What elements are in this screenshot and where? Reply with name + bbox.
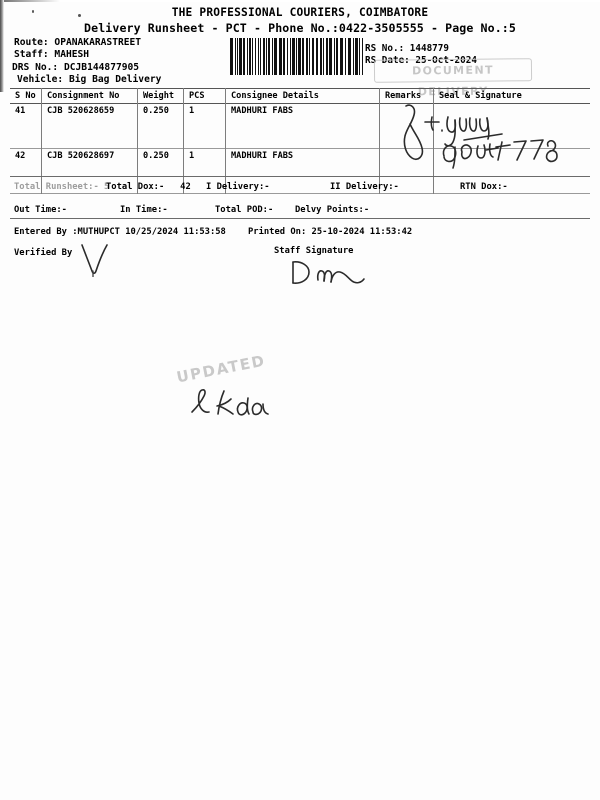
column-header-seal-signature: Seal & Signature (433, 88, 590, 104)
total-pod-field: Total POD:- (215, 205, 274, 215)
barcode (230, 38, 365, 75)
page-subtitle: Delivery Runsheet - PCT - Phone No.:0422… (84, 21, 516, 35)
cell-consignment-no: CJB 520628697 (41, 148, 138, 194)
rs-number-label: RS No.: 1448779 (365, 43, 449, 54)
delivery-1-total: I Delivery:- (206, 182, 270, 192)
column-header-weight: Weight (137, 88, 184, 104)
printed-on-text: Printed On: 25-10-2024 11:53:42 (248, 227, 413, 237)
cell-consignee: MADHURI FABS (225, 103, 380, 149)
cell-s-no: 41 (15, 106, 26, 116)
cell-pcs: 1 (183, 148, 226, 194)
vehicle-label: Vehicle: Big Bag Delivery (17, 74, 162, 85)
column-header-s-no: S No (15, 91, 36, 101)
updated-signature-handwriting (191, 389, 269, 416)
updated-stamp: UPDATED (175, 351, 268, 387)
scan-edge-left (0, 0, 4, 92)
route-label: Route: OPANAKARASTREET (14, 37, 142, 48)
cell-pcs: 1 (183, 103, 226, 149)
cell-remarks (379, 103, 434, 149)
rtn-dox-total: RTN Dox:- (460, 182, 508, 192)
cell-weight: 0.250 (137, 103, 184, 149)
total-dox: Total Dox:- 42 (106, 182, 191, 192)
scan-speck (78, 14, 81, 17)
verified-by-label: Verified By (14, 248, 73, 258)
scan-speck (32, 10, 34, 13)
column-header-consignee-details: Consignee Details (225, 88, 380, 104)
staff-signature-label: Staff Signature (274, 246, 354, 256)
column-header-remarks: Remarks (379, 88, 434, 104)
totals-row-1: Total Runsheet:- 5 Total Dox:- 42 I Deli… (10, 182, 590, 252)
cell-seal-signature (433, 103, 590, 149)
out-time-field: Out Time:- (14, 205, 67, 215)
scan-edge-top (0, 0, 600, 2)
in-time-field: In Time:- (120, 205, 168, 215)
total-runsheet: Total Runsheet:- 5 (14, 182, 110, 192)
delivery-2-total: II Delivery:- (330, 182, 399, 192)
totals-bottom-rule (10, 218, 590, 219)
totals-top-rule (10, 176, 590, 177)
cell-seal-signature (433, 148, 590, 194)
rs-date-label: RS Date: 25-Oct-2024 (365, 55, 477, 66)
drs-number-label: DRS No.: DCJB144877905 (12, 62, 140, 73)
consignment-table: S No Consignment No Weight PCS Consignee… (10, 88, 590, 194)
cell-consignment-no: CJB 520628659 (41, 103, 138, 149)
column-header-pcs: PCS (183, 88, 226, 104)
cell-s-no: 42 (15, 151, 26, 161)
table-row: 41 CJB 520628659 0.250 1 MADHURI FABS (10, 103, 590, 149)
document-delivery-stamp: DOCUMENT DELIVERY (373, 58, 533, 98)
page-title: THE PROFESSIONAL COURIERS, COIMBATORE (171, 6, 429, 19)
table-row: 42 CJB 520628697 0.250 1 MADHURI FABS (10, 148, 590, 194)
table-header-row: S No Consignment No Weight PCS Consignee… (10, 88, 590, 104)
staff-label: Staff: MAHESH (14, 49, 90, 60)
column-header-consignment-no: Consignment No (41, 88, 138, 104)
totals-row-2: Out Time:- In Time:- Total POD:- Delvy P… (10, 205, 590, 265)
cell-consignee: MADHURI FABS (225, 148, 380, 194)
delvy-points-field: Delvy Points:- (295, 205, 370, 215)
entered-by-text: Entered By :MUTHUPCT 10/25/2024 11:53:58 (14, 227, 226, 237)
cell-weight: 0.250 (137, 148, 184, 194)
